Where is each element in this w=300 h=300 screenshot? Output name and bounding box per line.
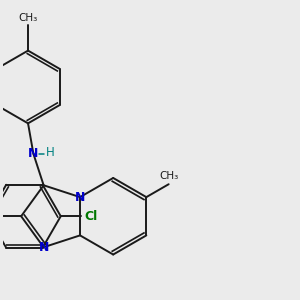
Text: N: N xyxy=(75,190,85,204)
Text: CH₃: CH₃ xyxy=(18,13,38,22)
Text: CH₃: CH₃ xyxy=(159,171,178,181)
Text: H: H xyxy=(46,146,55,159)
Text: N: N xyxy=(38,241,49,254)
Text: Cl: Cl xyxy=(84,210,98,223)
Text: N: N xyxy=(28,147,39,160)
